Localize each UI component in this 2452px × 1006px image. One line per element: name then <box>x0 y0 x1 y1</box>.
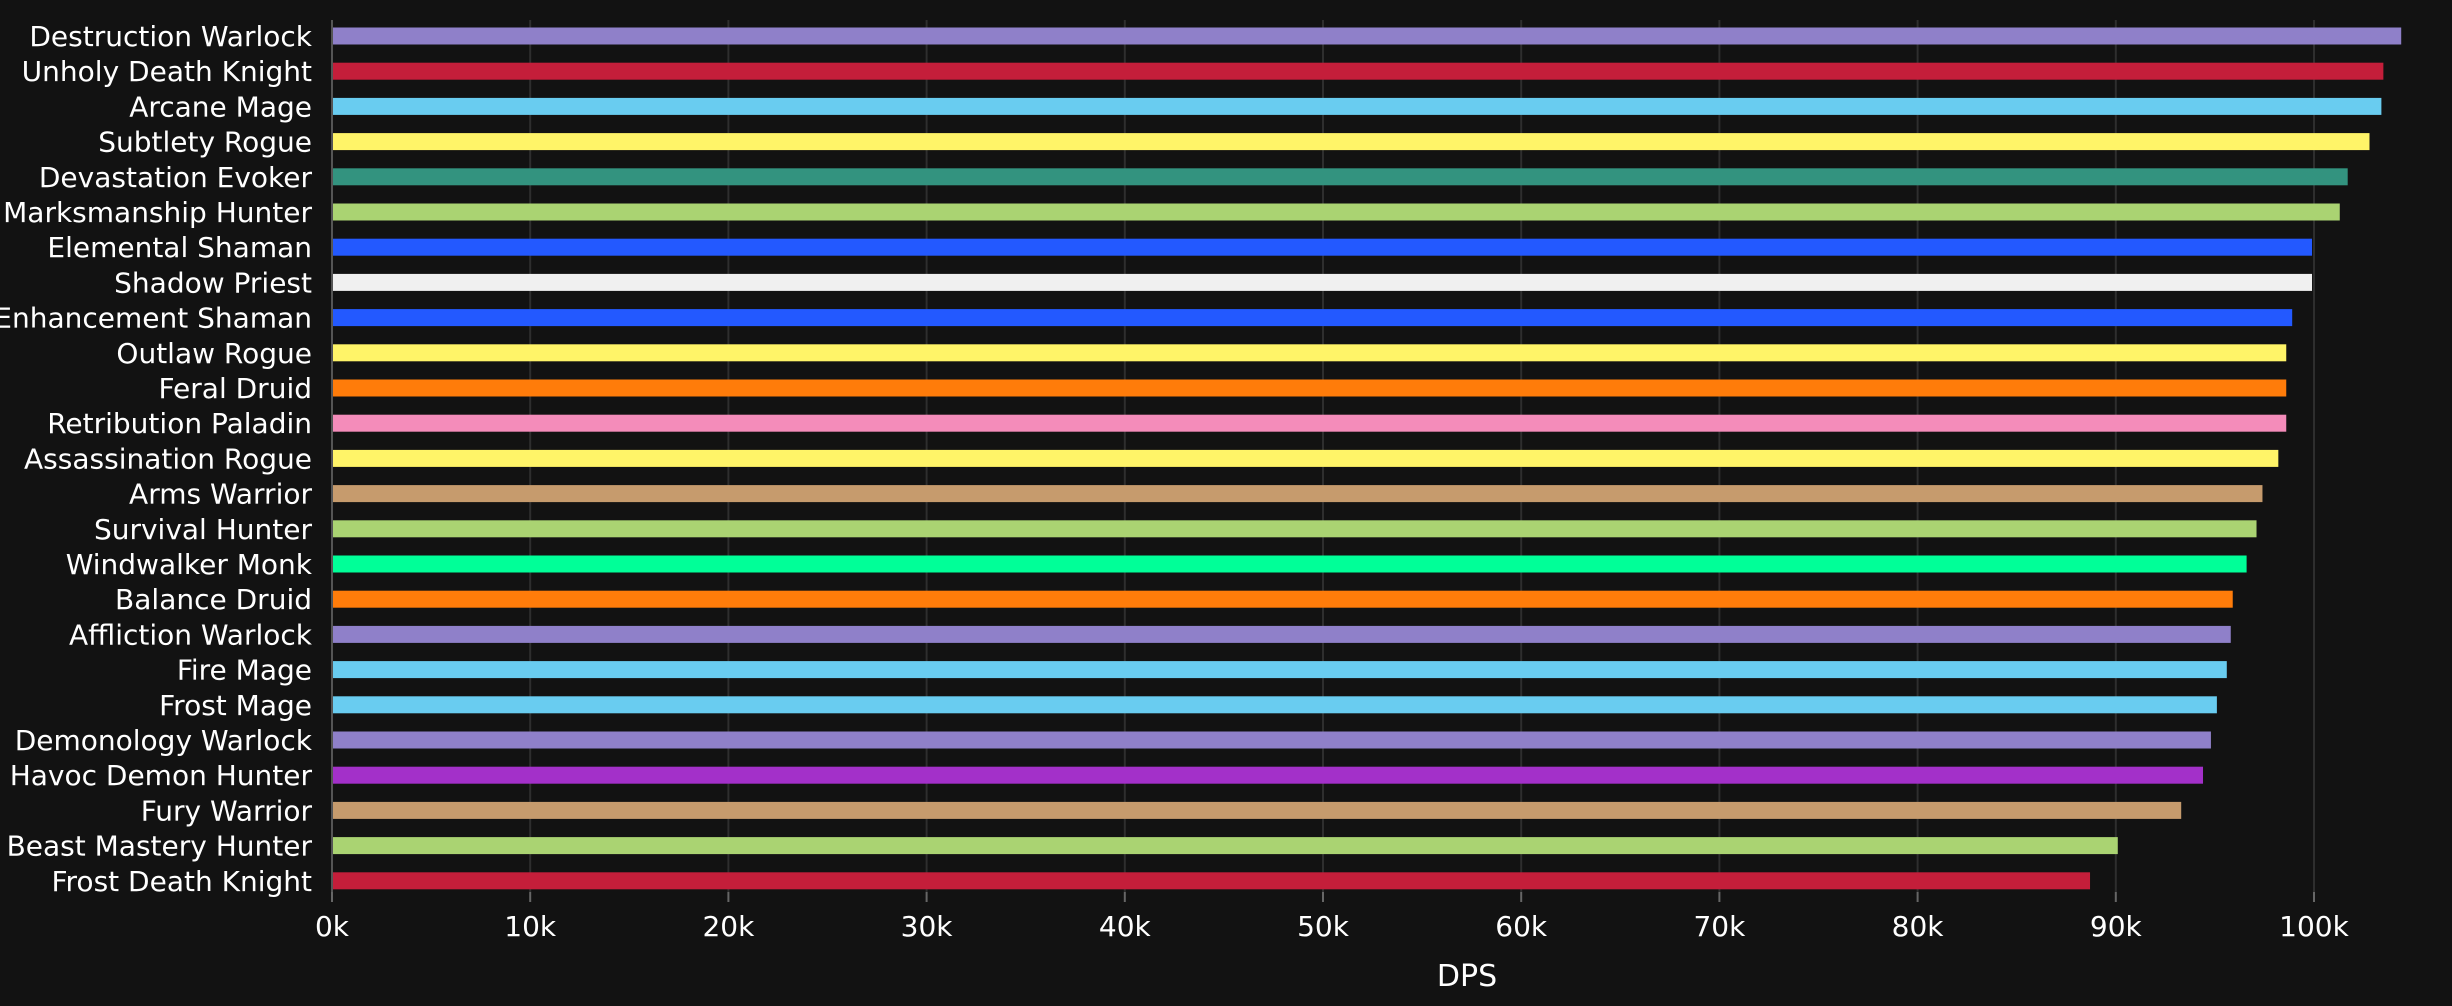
x-tick-label: 50k <box>1297 910 1350 943</box>
bar-balance-druid[interactable] <box>332 590 2233 608</box>
x-tick-label: 60k <box>1495 910 1548 943</box>
category-label: Subtlety Rogue <box>98 126 312 159</box>
bar-outlaw-rogue[interactable] <box>332 344 2287 362</box>
category-label: Enhancement Shaman <box>0 302 312 335</box>
bar-devastation-evoker[interactable] <box>332 168 2348 186</box>
bar-destruction-warlock[interactable] <box>332 27 2402 45</box>
x-tick-label: 30k <box>901 910 954 943</box>
bar-frost-death-knight[interactable] <box>332 872 2091 890</box>
category-label: Devastation Evoker <box>39 161 313 194</box>
bar-unholy-death-knight[interactable] <box>332 62 2384 80</box>
x-tick-label: 100k <box>2279 910 2349 943</box>
x-tick-label: 40k <box>1099 910 1152 943</box>
category-label: Arms Warrior <box>129 478 312 511</box>
x-axis-ticks: 0k 10k 20k 30k 40k 50k 60k 70k 80k 90k 100k <box>315 892 2350 943</box>
x-tick-label: 10k <box>504 910 557 943</box>
category-label: Marksmanship Hunter <box>3 196 312 229</box>
bar-elemental-shaman[interactable] <box>332 238 2313 256</box>
category-label: Beast Mastery Hunter <box>7 830 313 863</box>
category-label: Fire Mage <box>177 654 312 687</box>
category-label: Havoc Demon Hunter <box>10 759 313 792</box>
bar-fury-warrior[interactable] <box>332 801 2182 819</box>
bar-arms-warrior[interactable] <box>332 485 2263 503</box>
category-label: Balance Druid <box>115 583 312 616</box>
bar-fire-mage[interactable] <box>332 661 2227 679</box>
x-tick-label: 0k <box>315 910 350 943</box>
category-label: Windwalker Monk <box>66 548 313 581</box>
category-label: Feral Druid <box>158 372 312 405</box>
category-label: Survival Hunter <box>94 513 313 546</box>
x-axis-title: DPS <box>1437 959 1497 994</box>
bar-marksmanship-hunter[interactable] <box>332 203 2340 221</box>
category-label: Frost Death Knight <box>51 865 312 898</box>
bar-affliction-warlock[interactable] <box>332 625 2231 643</box>
bar-beast-mastery-hunter[interactable] <box>332 837 2118 855</box>
category-label: Retribution Paladin <box>47 407 312 440</box>
bar-arcane-mage[interactable] <box>332 97 2382 115</box>
bar-assassination-rogue[interactable] <box>332 449 2279 467</box>
category-label: Shadow Priest <box>114 266 312 299</box>
x-tick-label: 20k <box>702 910 755 943</box>
category-label: Affliction Warlock <box>69 618 313 651</box>
category-label: Destruction Warlock <box>29 20 312 53</box>
bar-enhancement-shaman[interactable] <box>332 309 2293 327</box>
x-tick-label: 90k <box>2090 910 2143 943</box>
category-label: Demonology Warlock <box>15 724 313 757</box>
bar-havoc-demon-hunter[interactable] <box>332 766 2204 784</box>
category-label: Outlaw Rogue <box>116 337 312 370</box>
category-label: Frost Mage <box>159 689 312 722</box>
x-tick-label: 80k <box>1892 910 1945 943</box>
bar-windwalker-monk[interactable] <box>332 555 2247 573</box>
category-label: Unholy Death Knight <box>22 55 312 88</box>
bar-shadow-priest[interactable] <box>332 273 2313 291</box>
bar-frost-mage[interactable] <box>332 696 2217 714</box>
category-label: Elemental Shaman <box>47 231 312 264</box>
x-tick-label: 70k <box>1693 910 1746 943</box>
bar-subtlety-rogue[interactable] <box>332 133 2370 151</box>
bar-demonology-warlock[interactable] <box>332 731 2211 749</box>
bar-feral-druid[interactable] <box>332 379 2287 397</box>
bar-retribution-paladin[interactable] <box>332 414 2287 432</box>
bar-survival-hunter[interactable] <box>332 520 2257 538</box>
category-label: Assassination Rogue <box>24 442 312 475</box>
bars <box>332 27 2402 890</box>
category-label: Fury Warrior <box>141 794 313 827</box>
category-label: Arcane Mage <box>129 90 312 123</box>
